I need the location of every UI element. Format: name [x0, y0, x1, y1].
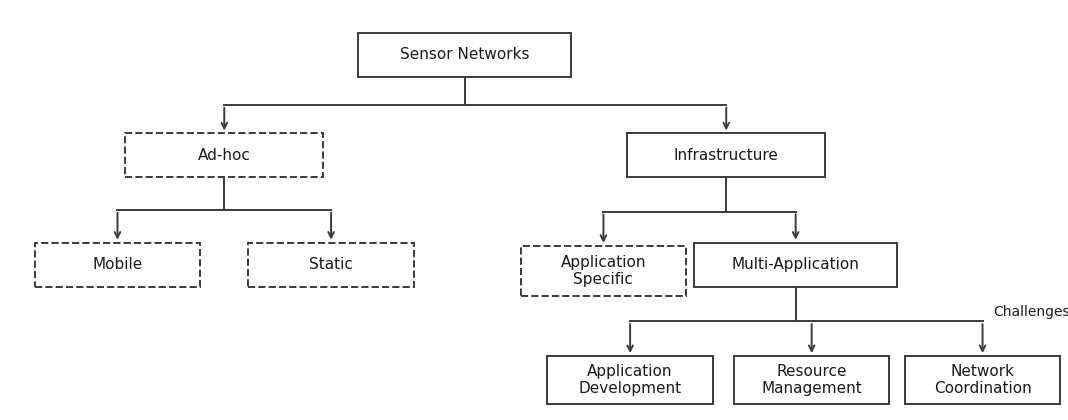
FancyBboxPatch shape: [358, 32, 571, 76]
Text: Application
Specific: Application Specific: [561, 255, 646, 287]
Text: Infrastructure: Infrastructure: [674, 148, 779, 163]
FancyBboxPatch shape: [34, 243, 201, 286]
Text: Application
Development: Application Development: [579, 364, 681, 396]
Text: Challenges: Challenges: [993, 305, 1068, 319]
Text: Resource
Management: Resource Management: [761, 364, 862, 396]
FancyBboxPatch shape: [521, 246, 686, 296]
FancyBboxPatch shape: [694, 243, 897, 286]
FancyBboxPatch shape: [628, 134, 824, 177]
FancyBboxPatch shape: [248, 243, 413, 286]
Text: Sensor Networks: Sensor Networks: [399, 47, 530, 62]
FancyBboxPatch shape: [126, 134, 323, 177]
Text: Ad-hoc: Ad-hoc: [198, 148, 251, 163]
FancyBboxPatch shape: [547, 356, 713, 404]
FancyBboxPatch shape: [906, 356, 1059, 404]
FancyBboxPatch shape: [735, 356, 889, 404]
Text: Multi-Application: Multi-Application: [732, 257, 860, 272]
Text: Mobile: Mobile: [92, 257, 143, 272]
Text: Static: Static: [309, 257, 354, 272]
Text: Network
Coordination: Network Coordination: [933, 364, 1032, 396]
